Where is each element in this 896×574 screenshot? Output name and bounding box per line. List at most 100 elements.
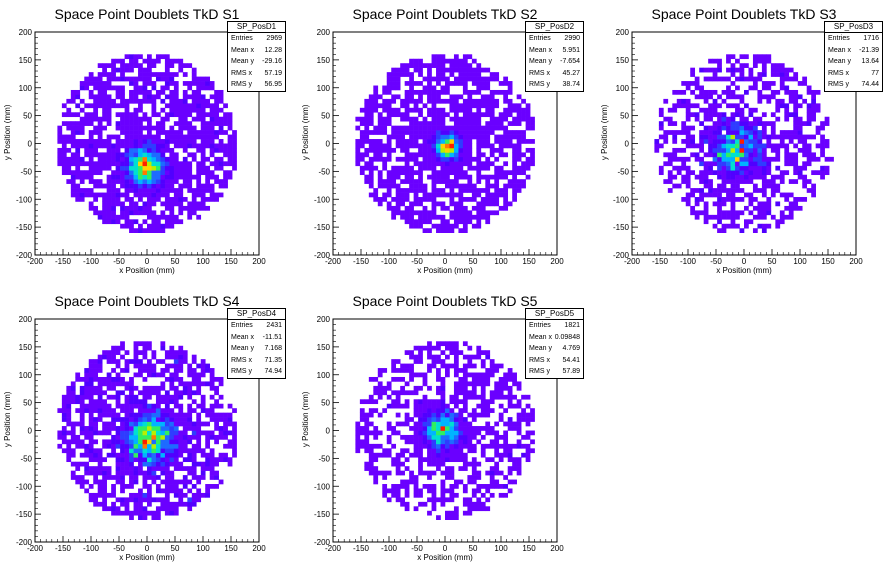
heatmap-bin <box>138 67 143 73</box>
heatmap-bin <box>409 434 414 440</box>
heatmap-bin <box>471 205 477 211</box>
heatmap-bin <box>178 161 184 167</box>
heatmap-bin <box>757 139 763 144</box>
heatmap-bin <box>70 470 76 476</box>
heatmap-bin <box>205 430 211 436</box>
heatmap-bin <box>431 399 437 405</box>
heatmap-bin <box>102 183 107 189</box>
y-tick-label: -100 <box>16 482 33 491</box>
heatmap-bin <box>187 426 193 431</box>
heatmap-bin <box>182 174 188 180</box>
heatmap-bin <box>70 174 76 180</box>
heatmap-bin <box>521 394 526 400</box>
heatmap-bin <box>480 76 486 82</box>
heatmap-bin <box>151 72 157 77</box>
heatmap-bin <box>471 363 477 369</box>
heatmap-bin <box>147 125 152 131</box>
heatmap-bin <box>147 139 152 144</box>
heatmap-bin <box>178 466 184 471</box>
heatmap-bin <box>494 121 500 126</box>
heatmap-bin <box>151 143 157 149</box>
heatmap-bin <box>471 385 477 391</box>
heatmap-bin <box>512 103 517 109</box>
heatmap-bin <box>471 134 477 140</box>
heatmap-bin <box>200 147 206 153</box>
heatmap-bin <box>462 488 468 494</box>
heatmap-bin <box>440 54 446 60</box>
x-tick-label: 100 <box>793 257 807 266</box>
heatmap-bin <box>111 475 116 480</box>
heatmap-bin <box>404 506 410 512</box>
heatmap-bin <box>708 134 713 140</box>
stats-row-rmsy-5: RMS y 57.89 <box>529 368 580 375</box>
heatmap-bin <box>516 188 522 193</box>
heatmap-bin <box>205 368 211 373</box>
heatmap-bin <box>752 85 758 91</box>
heatmap-bin <box>182 434 188 440</box>
heatmap-bin <box>525 103 531 109</box>
heatmap-bin <box>793 130 799 135</box>
heatmap-bin <box>164 484 170 489</box>
heatmap-bin <box>120 139 125 144</box>
heatmap-bin <box>418 197 423 202</box>
heatmap-bin <box>703 205 709 211</box>
heatmap-bin <box>445 67 450 73</box>
heatmap-bin <box>717 214 722 220</box>
heatmap-bin <box>530 125 535 131</box>
heatmap-bin <box>133 134 139 140</box>
heatmap-bin <box>147 430 152 436</box>
heatmap-bin <box>359 426 365 431</box>
heatmap-bin <box>712 170 718 176</box>
heatmap-bin <box>516 457 522 463</box>
heatmap-bin <box>485 443 491 449</box>
heatmap-bin <box>458 125 464 131</box>
stats-row-rmsy-3: RMS y 74.44 <box>828 81 879 88</box>
heatmap-bin <box>427 426 432 431</box>
heatmap-bin <box>173 501 179 507</box>
heatmap-bin <box>685 130 691 135</box>
heatmap-bin <box>70 439 76 445</box>
heatmap-bin <box>173 484 179 489</box>
heatmap-bin <box>173 434 179 440</box>
heatmap-bin <box>147 210 152 216</box>
heatmap-bin <box>373 143 379 149</box>
heatmap-bin <box>404 205 410 211</box>
heatmap-bin <box>115 76 121 82</box>
heatmap-bin <box>205 381 211 387</box>
heatmap-bin <box>667 161 673 167</box>
heatmap-bin <box>431 134 437 140</box>
heatmap-bin <box>97 165 103 171</box>
heatmap-bin <box>164 147 170 153</box>
heatmap-bin <box>779 179 785 184</box>
heatmap-bin <box>138 174 143 180</box>
heatmap-bin <box>480 426 486 431</box>
heatmap-bin <box>521 161 526 167</box>
heatmap-bin <box>427 363 432 369</box>
heatmap-bin <box>97 76 103 82</box>
heatmap-bin <box>413 103 419 109</box>
heatmap-bin <box>521 134 526 140</box>
heatmap-bin <box>503 134 509 140</box>
heatmap-bin <box>382 89 388 95</box>
heatmap-bin <box>120 76 125 82</box>
stats-row-entries-5: Entries 1821 <box>529 322 580 329</box>
heatmap-bin <box>391 488 397 494</box>
heatmap-bin <box>164 81 170 86</box>
heatmap-bin <box>88 421 94 427</box>
heatmap-bin <box>129 112 134 118</box>
heatmap-bin <box>422 228 428 233</box>
heatmap-bin <box>133 412 139 418</box>
heatmap-bin <box>218 412 224 418</box>
heatmap-bin <box>788 192 794 198</box>
heatmap-bin <box>359 412 365 418</box>
heatmap-bin <box>214 376 219 382</box>
heatmap-bin <box>471 434 477 440</box>
heatmap-bin <box>223 430 228 436</box>
heatmap-bin <box>681 121 687 126</box>
heatmap-bin <box>377 94 383 100</box>
heatmap-bin <box>169 421 175 427</box>
heatmap-bin <box>530 448 535 454</box>
heatmap-bin <box>395 492 401 498</box>
heatmap-bin <box>178 376 184 382</box>
heatmap-bin <box>138 341 143 347</box>
